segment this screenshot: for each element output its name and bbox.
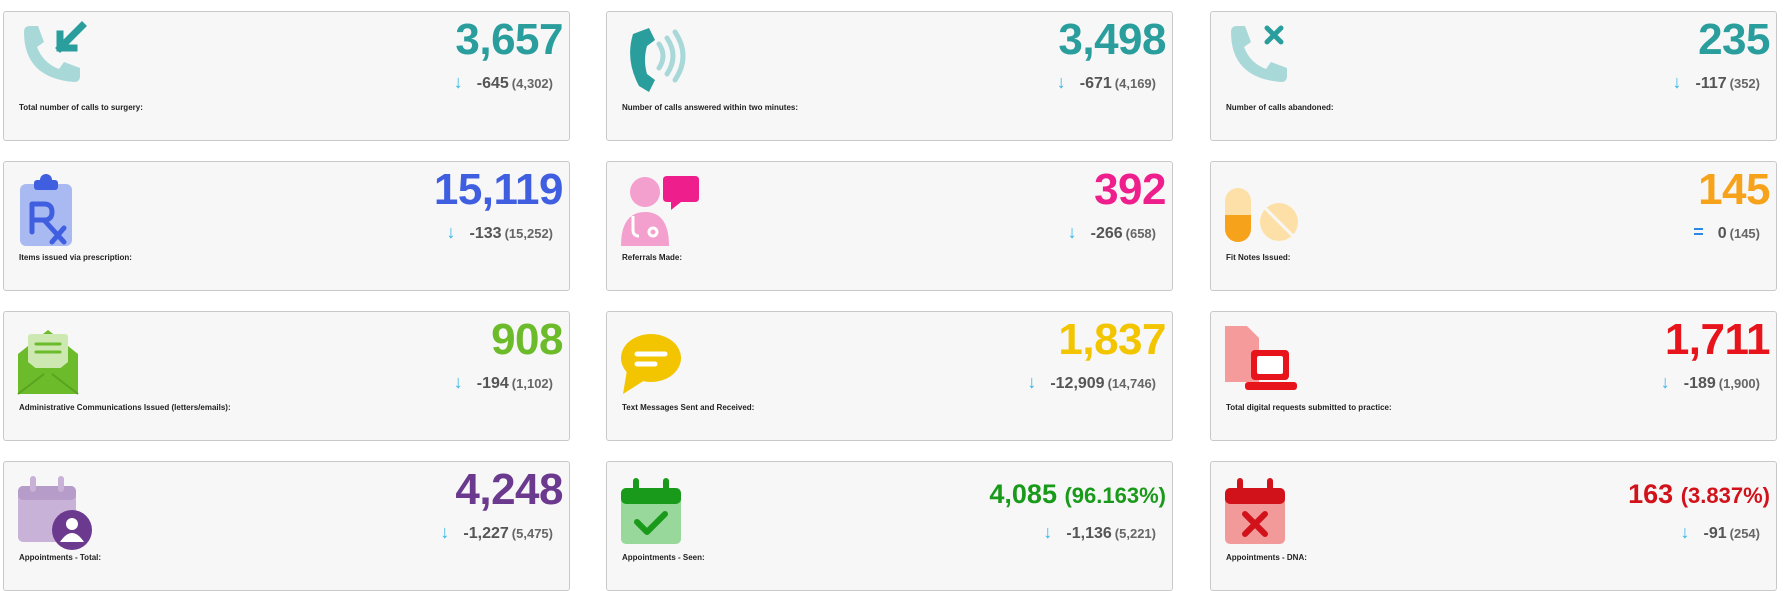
- stat-card-admin-comms: 908 ↓ -194 (1,102) Administrative Communic…: [3, 311, 570, 441]
- calendar-user-icon: [16, 470, 96, 550]
- equals-icon: =: [1693, 222, 1704, 242]
- stat-card-appointments-seen: 4,085 (96.163%) ↓ -1,136 (5,221) Appointme…: [606, 461, 1173, 591]
- stat-label: Referrals Made:: [622, 253, 683, 262]
- stat-value: 3,498: [1058, 15, 1166, 64]
- stat-value: 145: [1698, 165, 1770, 214]
- down-arrow-icon: ↓: [440, 522, 450, 542]
- stat-value: 4,085 (96.163%): [989, 479, 1166, 509]
- stat-label: Fit Notes Issued:: [1226, 253, 1291, 262]
- stat-delta: ↓ -117 (352): [1672, 72, 1761, 92]
- stat-value: 908: [491, 315, 563, 364]
- stat-delta: ↓ -1,136 (5,221): [1043, 522, 1156, 542]
- calendar-check-icon: [619, 470, 699, 550]
- down-arrow-icon: ↓: [453, 372, 463, 392]
- stat-delta: ↓ -91 (254): [1680, 522, 1760, 542]
- down-arrow-icon: ↓: [1680, 522, 1690, 542]
- pills-icon: [1223, 170, 1303, 250]
- stat-value: 1,837: [1058, 315, 1166, 364]
- stat-value: 3,657: [455, 15, 563, 64]
- phone-missed-icon: [1223, 20, 1303, 100]
- stat-label: Total digital requests submitted to prac…: [1226, 403, 1392, 412]
- down-arrow-icon: ↓: [1027, 372, 1037, 392]
- down-arrow-icon: ↓: [1067, 222, 1077, 242]
- stat-delta: ↓ -1,227 (5,475): [440, 522, 553, 542]
- stat-value: 235: [1698, 15, 1770, 64]
- doctor-speech-icon: [619, 170, 699, 250]
- stat-card-text-messages: 1,837 ↓ -12,909 (14,746) Text Messages Sen…: [606, 311, 1173, 441]
- down-arrow-icon: ↓: [1043, 522, 1053, 542]
- stat-label: Total number of calls to surgery:: [19, 103, 143, 112]
- stat-label: Text Messages Sent and Received:: [622, 403, 755, 412]
- phone-ringing-icon: [619, 20, 699, 100]
- prescription-clipboard-icon: [16, 170, 96, 250]
- down-arrow-icon: ↓: [1660, 372, 1670, 392]
- open-envelope-icon: [16, 320, 96, 400]
- stat-card-calls-total: 3,657 ↓ -645 (4,302) Total number of calls…: [3, 11, 570, 141]
- stat-label: Number of calls abandoned:: [1226, 103, 1334, 112]
- stat-value: 163 (3.837%): [1628, 479, 1770, 509]
- stat-card-referrals: 392 ↓ -266 (658) Referrals Made:: [606, 161, 1173, 291]
- down-arrow-icon: ↓: [1672, 72, 1682, 92]
- phone-incoming-icon: [16, 20, 96, 100]
- stat-delta: ↓ -12,909 (14,746): [1027, 372, 1156, 392]
- stat-label: Items issued via prescription:: [19, 253, 132, 262]
- calendar-cross-icon: [1223, 470, 1303, 550]
- stat-delta: ↓ -266 (658): [1067, 222, 1156, 242]
- stat-label: Appointments - Total:: [19, 553, 102, 562]
- stat-delta: ↓ -194 (1,102): [453, 372, 553, 392]
- stat-card-calls-answered: 3,498 ↓ -671 (4,169) Number of calls answe…: [606, 11, 1173, 141]
- stat-label: Administrative Communications Issued (le…: [19, 403, 231, 412]
- stat-card-digital-requests: 1,711 ↓ -189 (1,900) Total digital request…: [1210, 311, 1777, 441]
- stat-card-fit-notes: 145 = 0 (145) Fit Notes Issued:: [1210, 161, 1777, 291]
- stat-card-calls-abandoned: 235 ↓ -117 (352) Number of calls abandoned…: [1210, 11, 1777, 141]
- stat-delta: ↓ -671 (4,169): [1056, 72, 1156, 92]
- down-arrow-icon: ↓: [453, 72, 463, 92]
- stat-delta: ↓ -189 (1,900): [1660, 372, 1760, 392]
- stat-card-appointments-dna: 163 (3.837%) ↓ -91 (254) Appointments - DN…: [1210, 461, 1777, 591]
- stat-value: 392: [1094, 165, 1166, 214]
- stat-label: Number of calls answered within two minu…: [622, 103, 799, 112]
- stat-card-appointments-total: 4,248 ↓ -1,227 (5,475) Appointments - Tota…: [3, 461, 570, 591]
- stat-value: 15,119: [433, 165, 564, 214]
- stat-delta: = 0 (145): [1693, 222, 1760, 242]
- stat-delta: ↓ -645 (4,302): [453, 72, 553, 92]
- stat-label: Appointments - DNA:: [1226, 553, 1307, 562]
- down-arrow-icon: ↓: [446, 222, 456, 242]
- down-arrow-icon: ↓: [1056, 72, 1066, 92]
- stat-delta: ↓ -133 (15,252): [446, 222, 553, 242]
- stat-value: 1,711: [1664, 315, 1771, 364]
- chat-bubble-icon: [619, 320, 699, 400]
- stat-value: 4,248: [455, 465, 563, 514]
- stat-card-prescriptions: 15,119 ↓ -133 (15,252) Items issued via pr…: [3, 161, 570, 291]
- digital-request-laptop-icon: [1223, 320, 1303, 400]
- stat-label: Appointments - Seen:: [622, 553, 705, 562]
